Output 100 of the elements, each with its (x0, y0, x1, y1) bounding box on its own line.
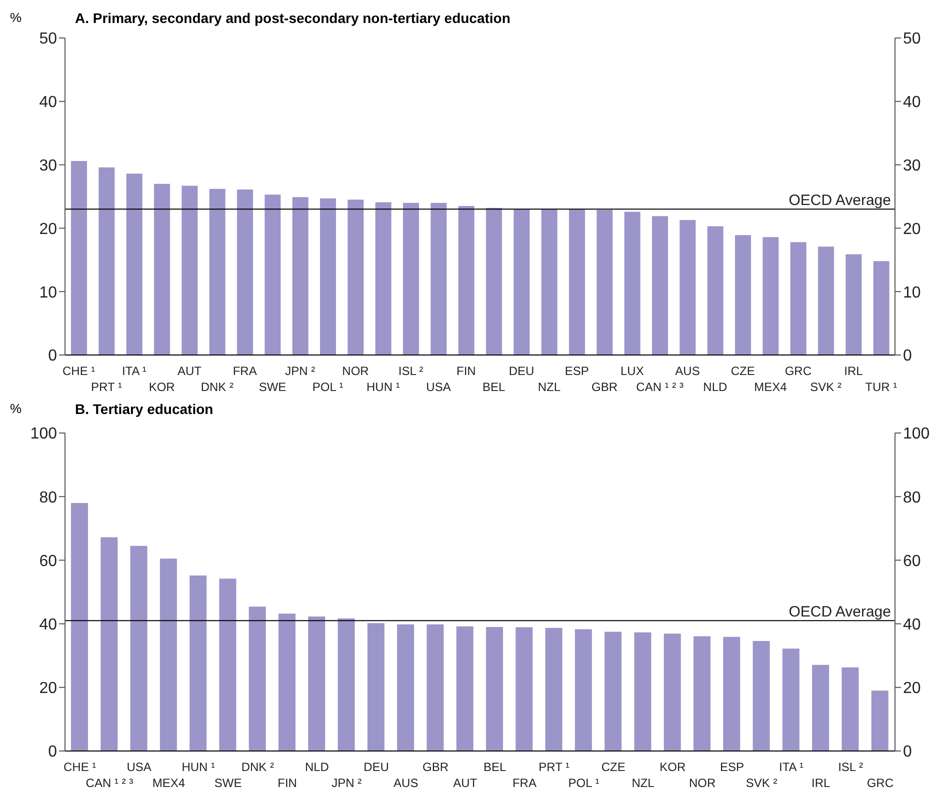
x-tick-label: GBR (591, 380, 618, 394)
bar (735, 235, 751, 355)
x-tick-label: SWE (214, 776, 242, 790)
bar (98, 167, 115, 355)
bar (458, 206, 474, 355)
y2-tick-label: 40 (903, 94, 921, 112)
x-tick-label: POL ¹ (568, 776, 600, 790)
x-tick-label: GRC (866, 776, 894, 790)
bar (219, 578, 236, 751)
x-tick-label: CZE (730, 364, 755, 378)
bar (456, 626, 474, 751)
bar (130, 546, 148, 751)
bar (818, 246, 834, 355)
x-tick-label: USA (126, 760, 152, 774)
y-tick-label: 20 (39, 680, 58, 698)
x-tick-label: BEL (482, 380, 506, 394)
bar (308, 616, 326, 751)
bar (71, 160, 87, 355)
bar (278, 614, 296, 751)
bar (71, 502, 88, 751)
bar (596, 210, 613, 355)
bar (367, 623, 384, 751)
bar (320, 198, 336, 355)
y-axis-title: % (10, 10, 22, 25)
bar (248, 606, 266, 751)
bar (209, 188, 226, 355)
bar (292, 197, 308, 355)
x-tick-label: CZE (601, 760, 626, 774)
y2-tick-label: 50 (903, 30, 921, 48)
x-tick-label: DNK ² (241, 760, 274, 774)
x-tick-label: PRT ¹ (91, 380, 122, 394)
y-tick-label: 0 (48, 348, 58, 365)
x-tick-label: ISL ² (398, 364, 424, 378)
bar (664, 634, 681, 751)
y-axis-title: % (10, 401, 22, 416)
bar (723, 636, 740, 751)
bar (680, 220, 696, 355)
bar (842, 667, 859, 751)
bar (707, 226, 724, 355)
bar (790, 242, 806, 355)
x-tick-label: MEX4 (754, 380, 788, 394)
x-tick-label: CAN ¹ ² ³ (636, 380, 684, 394)
bar (574, 629, 592, 751)
bar (160, 558, 177, 751)
y-tick-label: 60 (39, 552, 58, 570)
x-tick-label: NZL (538, 380, 561, 394)
x-tick-label: NOR (688, 776, 716, 790)
x-tick-label: DNK ² (200, 380, 234, 394)
y-tick-label: 100 (30, 426, 58, 443)
bar (430, 202, 447, 355)
y2-tick-label: 100 (903, 426, 930, 443)
bar (264, 194, 281, 355)
x-tick-label: HUN ¹ (366, 380, 400, 394)
y-tick-label: 20 (39, 220, 58, 238)
x-tick-label: USA (426, 380, 451, 394)
y-tick-label: 50 (39, 30, 58, 48)
bar (190, 575, 207, 751)
x-tick-label: FRA (232, 364, 257, 378)
bar (846, 254, 862, 355)
x-tick-label: GBR (422, 760, 449, 774)
bar (403, 202, 419, 355)
x-tick-label: IRL (844, 364, 864, 378)
x-tick-label: TUR ¹ (865, 380, 898, 394)
bar (516, 627, 533, 751)
y2-tick-label: 20 (903, 680, 921, 698)
x-tick-label: NLD (304, 760, 330, 774)
bar (338, 618, 355, 751)
bar (237, 190, 253, 355)
bar (126, 174, 142, 355)
y2-tick-label: 40 (903, 616, 921, 634)
x-tick-label: NOR (342, 364, 370, 378)
x-tick-label: JPN ² (285, 364, 316, 378)
x-tick-label: CHE ¹ (62, 364, 96, 378)
x-tick-label: PRT ¹ (538, 760, 570, 774)
y2-tick-label: 20 (903, 220, 921, 238)
bar (154, 184, 170, 355)
bar (652, 216, 668, 355)
bar (100, 537, 118, 751)
x-tick-label: POL ¹ (312, 380, 344, 394)
x-tick-label: JPN ² (332, 776, 362, 790)
y2-tick-label: 0 (903, 348, 912, 365)
bar (182, 186, 198, 355)
bar (375, 202, 392, 355)
x-tick-label: IRL (812, 776, 831, 790)
y2-tick-label: 80 (903, 489, 921, 506)
chart-title: B. Tertiary education (75, 401, 214, 417)
x-tick-label: ESP (564, 364, 589, 378)
bar (545, 628, 562, 751)
x-tick-label: NLD (703, 380, 728, 394)
x-tick-label: SWE (258, 380, 286, 394)
bar (752, 640, 770, 751)
x-tick-label: CHE ¹ (63, 760, 96, 774)
ref-line-label: OECD Average (788, 192, 891, 210)
y-tick-label: 10 (39, 284, 58, 302)
bar (604, 632, 622, 751)
x-tick-label: SVK ² (746, 776, 778, 790)
x-tick-label: ESP (720, 760, 744, 774)
x-tick-label: ISL ² (838, 760, 863, 774)
x-tick-label: KOR (148, 380, 176, 394)
x-tick-label: ITA ¹ (122, 364, 146, 378)
